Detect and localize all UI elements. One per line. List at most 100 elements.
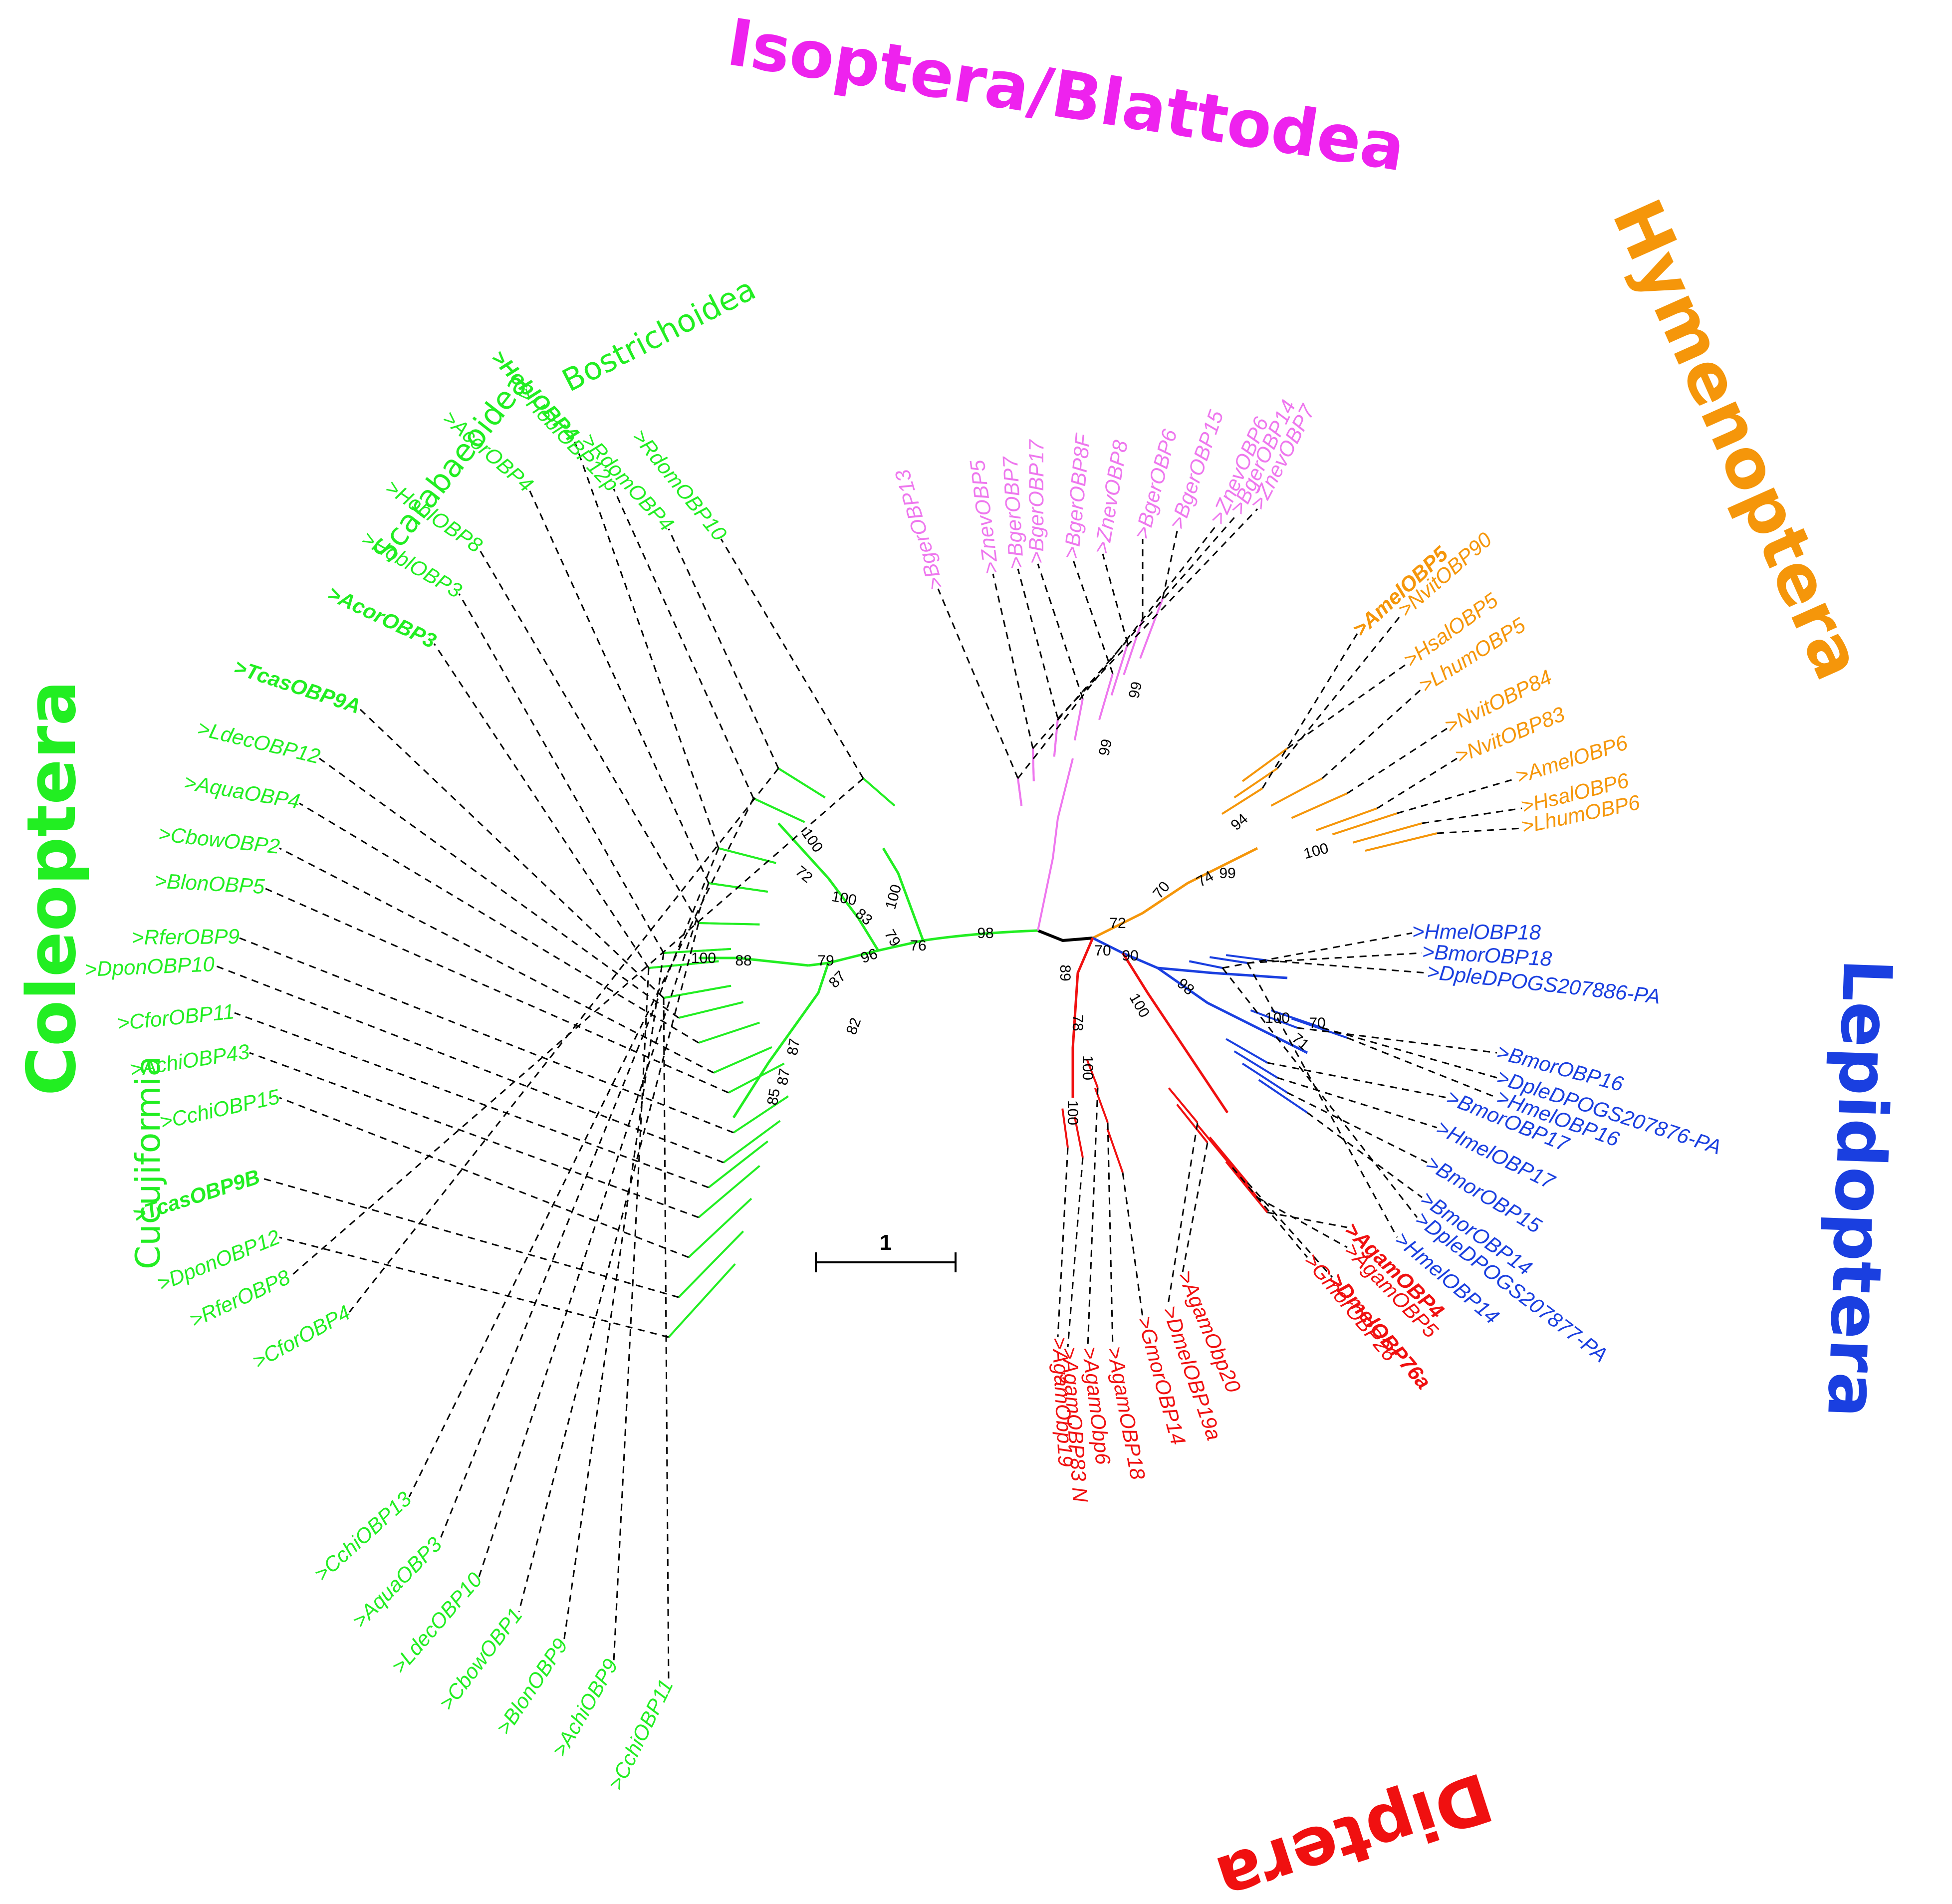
bootstrap-value: 85 <box>764 1087 783 1107</box>
leaf-connectors <box>214 439 1522 1682</box>
connector-coleoptera-0 <box>720 538 864 779</box>
connector-hymenoptera-4 <box>1347 727 1448 794</box>
bootstrap-value: 71 <box>1289 1030 1312 1053</box>
branch-lepidoptera-3 <box>1250 1009 1298 1029</box>
connector-coleoptera-8 <box>358 708 665 999</box>
connector-hymenoptera-7 <box>1422 807 1522 824</box>
connector-lepidoptera-6 <box>1267 1062 1448 1099</box>
connector-coleoptera-27 <box>613 967 650 1662</box>
connector-lepidoptera-9 <box>1307 1112 1423 1198</box>
branch-diptera-4 <box>1106 1129 1124 1173</box>
connector-hymenoptera-0 <box>1261 633 1358 789</box>
bootstrap-value: 98 <box>1174 975 1198 998</box>
bootstrap-value: 87 <box>784 1037 803 1057</box>
branch-hymenoptera-3 <box>1270 777 1323 807</box>
connector-diptera-9 <box>1257 1196 1348 1248</box>
branch-isoptera-10 <box>1053 718 1059 757</box>
branch-isoptera-5 <box>1110 643 1129 696</box>
branch-hymenoptera-5 <box>1315 807 1378 831</box>
order-label-diptera: Diptera <box>1208 1757 1501 1904</box>
bootstrap-value: 100 <box>1064 1100 1081 1125</box>
connector-isoptera-3 <box>1037 563 1084 699</box>
branch-isoptera-9 <box>1032 748 1035 781</box>
connector-coleoptera-15 <box>234 1012 709 1189</box>
leaf-label-coleoptera: >TcasOBP9A <box>231 655 363 718</box>
bootstrap-value: 70 <box>1309 1015 1325 1031</box>
connector-isoptera-10 <box>1057 508 1258 719</box>
connector-diptera-1 <box>1067 1157 1084 1348</box>
connector-lepidoptera-3 <box>1297 1027 1497 1054</box>
connector-coleoptera-7 <box>433 643 650 968</box>
connector-hymenoptera-5 <box>1377 757 1458 809</box>
connector-coleoptera-28 <box>663 997 670 1682</box>
connector-diptera-5 <box>1167 1122 1199 1308</box>
connector-coleoptera-5 <box>478 548 700 924</box>
bootstrap-value: 70 <box>1094 943 1111 959</box>
branch-coleoptera-25 <box>698 922 760 926</box>
leaf-labels: >RdomOBP10>RdomOBP4>HoblOBP12p>HoblOBP4>… <box>84 346 1724 1794</box>
leaf-label-coleoptera: >BlonOBP9 <box>491 1634 572 1739</box>
connector-coleoptera-25 <box>518 923 700 1612</box>
connector-coleoptera-18 <box>259 1177 679 1298</box>
bootstrap-value: 82 <box>843 1015 864 1037</box>
branch-lepidoptera-11 <box>1210 956 1248 964</box>
branch-coleoptera-17 <box>688 1197 752 1258</box>
sub-label-cucujiformia: Cucujiformia <box>129 1056 168 1269</box>
connector-coleoptera-3 <box>573 439 720 849</box>
bootstrap-value: 90 <box>1122 948 1138 964</box>
connector-diptera-0 <box>1057 1147 1069 1338</box>
branch-coleoptera-27 <box>648 960 719 969</box>
connector-coleoptera-22 <box>408 798 754 1497</box>
leaf-label-coleoptera: >DponOBP10 <box>84 952 216 981</box>
branch-coleoptera-21 <box>777 767 826 799</box>
connector-coleoptera-1 <box>668 528 779 769</box>
connector-isoptera-1 <box>992 573 1034 749</box>
branch-hymenoptera-6 <box>1332 812 1398 836</box>
connector-diptera-2 <box>1087 1087 1099 1348</box>
connector-hymenoptera-6 <box>1397 777 1517 814</box>
branch-hymenoptera-2 <box>1241 747 1288 782</box>
connector-diptera-10 <box>1267 1211 1348 1228</box>
bootstrap-value: 100 <box>1265 1010 1290 1026</box>
leaf-label-coleoptera: >CchiOBP11 <box>604 1675 678 1794</box>
branch-hymenoptera-8 <box>1365 832 1438 852</box>
bootstrap-value: 87 <box>774 1067 793 1087</box>
bootstrap-value: 83 <box>852 905 876 929</box>
scale-bar-label: 1 <box>880 1230 892 1255</box>
bootstrap-value: 99 <box>1096 737 1115 757</box>
connector-lepidoptera-5 <box>1347 1037 1497 1099</box>
connector-coleoptera-10 <box>299 802 699 1044</box>
coleoptera-branch-cucujiformia-a <box>699 956 809 967</box>
connector-diptera-3 <box>1107 1122 1114 1348</box>
sub-label-bostrichoidea: Bostrichoidea <box>556 270 761 399</box>
branch-hymenoptera-7 <box>1352 822 1423 844</box>
connector-coleoptera-11 <box>279 847 714 1074</box>
connector-coleoptera-17 <box>279 1097 689 1258</box>
connector-coleoptera-13 <box>239 937 734 1134</box>
bootstrap-value: 99 <box>1126 680 1145 700</box>
branch-lepidoptera-4 <box>1270 1009 1323 1029</box>
leaf-label-isoptera: >ZnevOBP8 <box>1089 438 1132 555</box>
branch-coleoptera-28 <box>663 984 732 999</box>
connector-lepidoptera-10 <box>1221 967 1418 1218</box>
branch-lepidoptera-8 <box>1241 1062 1288 1094</box>
connector-hymenoptera-2 <box>1287 663 1408 749</box>
leaf-label-isoptera: >ZnevOBP5 <box>965 459 1003 576</box>
branch-isoptera-8 <box>1017 778 1023 806</box>
branch-coleoptera-9 <box>678 1001 744 1019</box>
bootstrap-value: 99 <box>1219 865 1235 882</box>
order-label-isoptera: Isoptera/Blattodea <box>723 4 1411 186</box>
branch-coleoptera-13 <box>732 1095 789 1134</box>
connector-isoptera-7 <box>1162 528 1179 599</box>
bootstrap-value: 100 <box>882 883 905 911</box>
connector-lepidoptera-8 <box>1287 1092 1428 1164</box>
bootstrap-value: 76 <box>910 938 926 954</box>
connector-isoptera-4 <box>1072 558 1114 674</box>
bootstrap-value: 100 <box>1302 840 1330 862</box>
connector-coleoptera-19 <box>279 1236 669 1338</box>
leaf-label-coleoptera: >CforOBP11 <box>116 999 236 1035</box>
connector-coleoptera-20 <box>289 777 864 1278</box>
order-label-lepidoptera: Lepidoptera <box>1812 957 1907 1419</box>
branch-coleoptera-22 <box>753 797 805 823</box>
diptera-branch-b <box>1121 952 1229 1114</box>
